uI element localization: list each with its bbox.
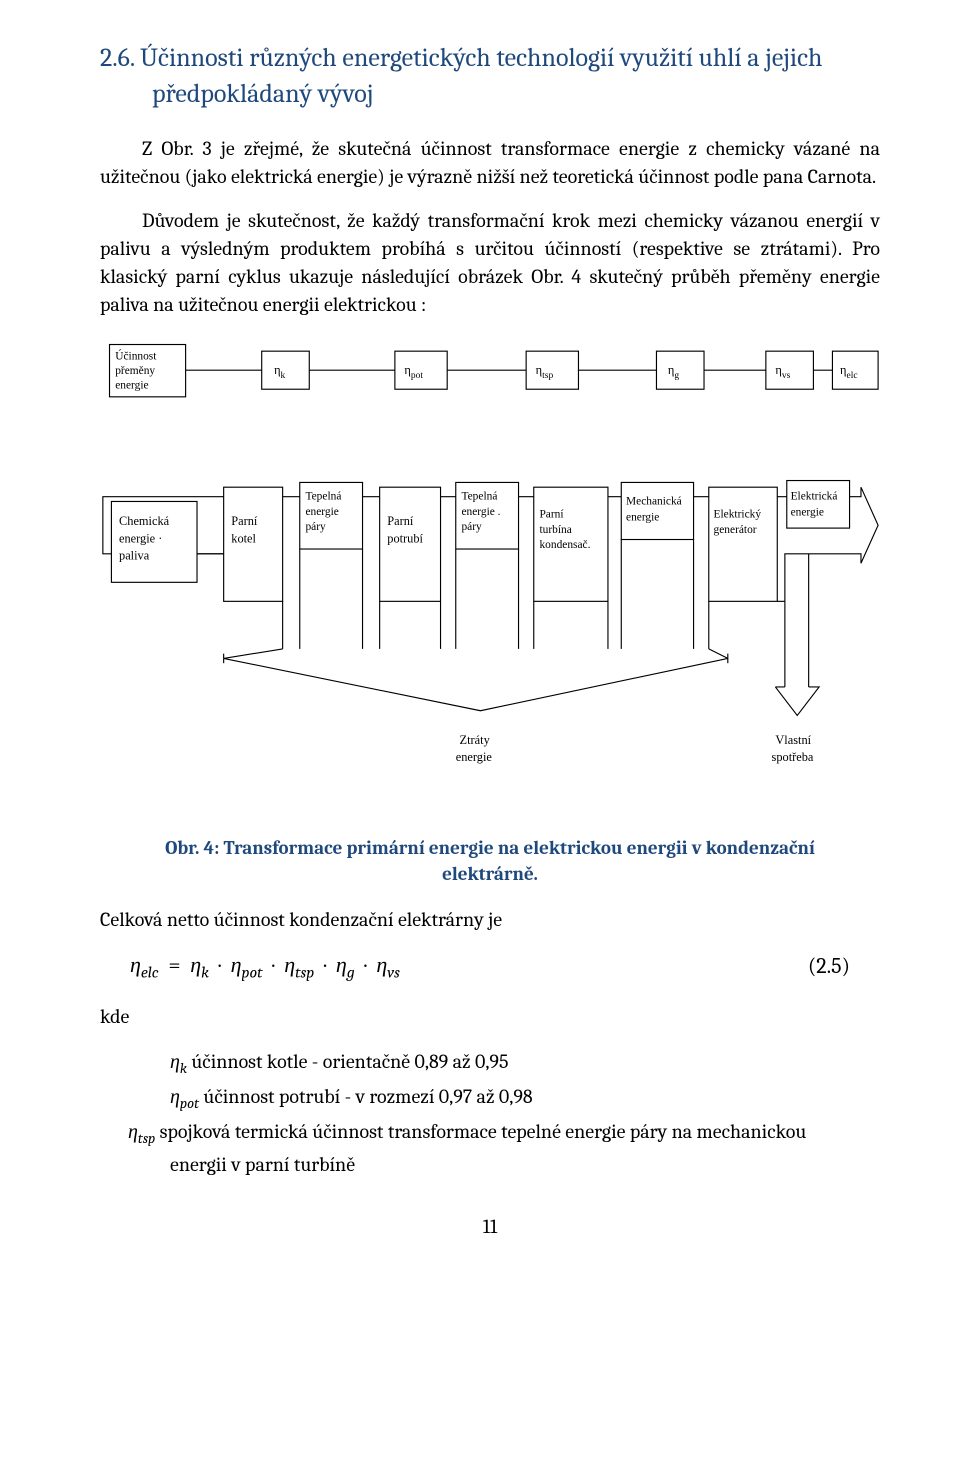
equation-number: (2.5) xyxy=(808,951,850,982)
svg-text:kotel: kotel xyxy=(231,531,256,545)
top-eta-boxes: Účinnost přeměny energie ηk ηpot ηtsp ηg xyxy=(110,344,879,396)
svg-text:generátor: generátor xyxy=(714,524,757,536)
svg-text:turbína: turbína xyxy=(539,524,571,536)
figure-4-caption: Obr. 4: Transformace primární energie na… xyxy=(130,836,850,887)
page-number: 11 xyxy=(100,1213,880,1241)
svg-text:energie ·: energie · xyxy=(119,531,162,545)
top-box-0-l1: Účinnost xyxy=(115,349,157,363)
symbol-definitions: ηk účinnost kotle - orientačně 0,89 až 0… xyxy=(170,1047,850,1179)
own-consumption-arrow: Vlastní spotřeba xyxy=(772,554,820,764)
figure-4-diagram: Účinnost přeměny energie ηk ηpot ηtsp ηg xyxy=(100,335,880,811)
svg-text:paliva: paliva xyxy=(119,548,150,562)
diagram-svg: Účinnost přeměny energie ηk ηpot ηtsp ηg xyxy=(100,335,880,811)
svg-text:energie: energie xyxy=(305,506,338,518)
svg-text:Elektrický: Elektrický xyxy=(714,508,762,520)
svg-text:Elektrická: Elektrická xyxy=(791,490,838,502)
svg-text:Parní: Parní xyxy=(539,508,564,520)
svg-text:Parní: Parní xyxy=(387,514,414,528)
svg-text:Tepelná: Tepelná xyxy=(461,490,497,502)
flow-boxes: Chemická energie · paliva Parní kotel Te… xyxy=(111,480,849,601)
svg-text:Ztráty: Ztráty xyxy=(460,733,491,747)
section-heading: 2.6. Účinnosti různých energetických tec… xyxy=(100,40,880,113)
svg-text:Vlastní: Vlastní xyxy=(775,733,811,747)
svg-text:páry: páry xyxy=(305,521,326,533)
def-eta-pot: ηpot účinnost potrubí - v rozmezí 0,97 a… xyxy=(170,1082,850,1115)
svg-text:energie: energie xyxy=(791,507,824,519)
equation-body: ηelc = ηk · ηpot · ηtsp · ηg · ηvs xyxy=(130,950,400,984)
top-box-0-l3: energie xyxy=(115,379,148,391)
svg-text:spotřeba: spotřeba xyxy=(772,750,814,764)
paragraph-2: Důvodem je skutečnost, že každý transfor… xyxy=(100,207,880,319)
equation-2-5: ηelc = ηk · ηpot · ηtsp · ηg · ηvs (2.5) xyxy=(130,950,850,984)
paragraph-1: Z Obr. 3 je zřejmé, že skutečná účinnost… xyxy=(100,135,880,191)
svg-text:Mechanická: Mechanická xyxy=(626,495,682,507)
svg-text:Chemická: Chemická xyxy=(119,514,170,528)
svg-text:kondensač.: kondensač. xyxy=(539,539,590,551)
svg-text:páry: páry xyxy=(461,521,482,533)
def-eta-tsp: ηtsp spojková termická účinnost transfor… xyxy=(128,1117,850,1179)
svg-text:potrubí: potrubí xyxy=(387,531,423,545)
svg-text:energie .: energie . xyxy=(461,506,500,518)
svg-text:Parní: Parní xyxy=(231,514,258,528)
where-label: kde xyxy=(100,1003,880,1031)
svg-text:energie: energie xyxy=(456,750,493,764)
svg-text:energie: energie xyxy=(626,511,659,523)
top-box-0-l2: přeměny xyxy=(115,365,155,377)
def-eta-k: ηk účinnost kotle - orientačně 0,89 až 0… xyxy=(170,1047,850,1080)
svg-text:Tepelná: Tepelná xyxy=(305,490,341,502)
equation-intro: Celková netto účinnost kondenzační elekt… xyxy=(100,906,880,934)
